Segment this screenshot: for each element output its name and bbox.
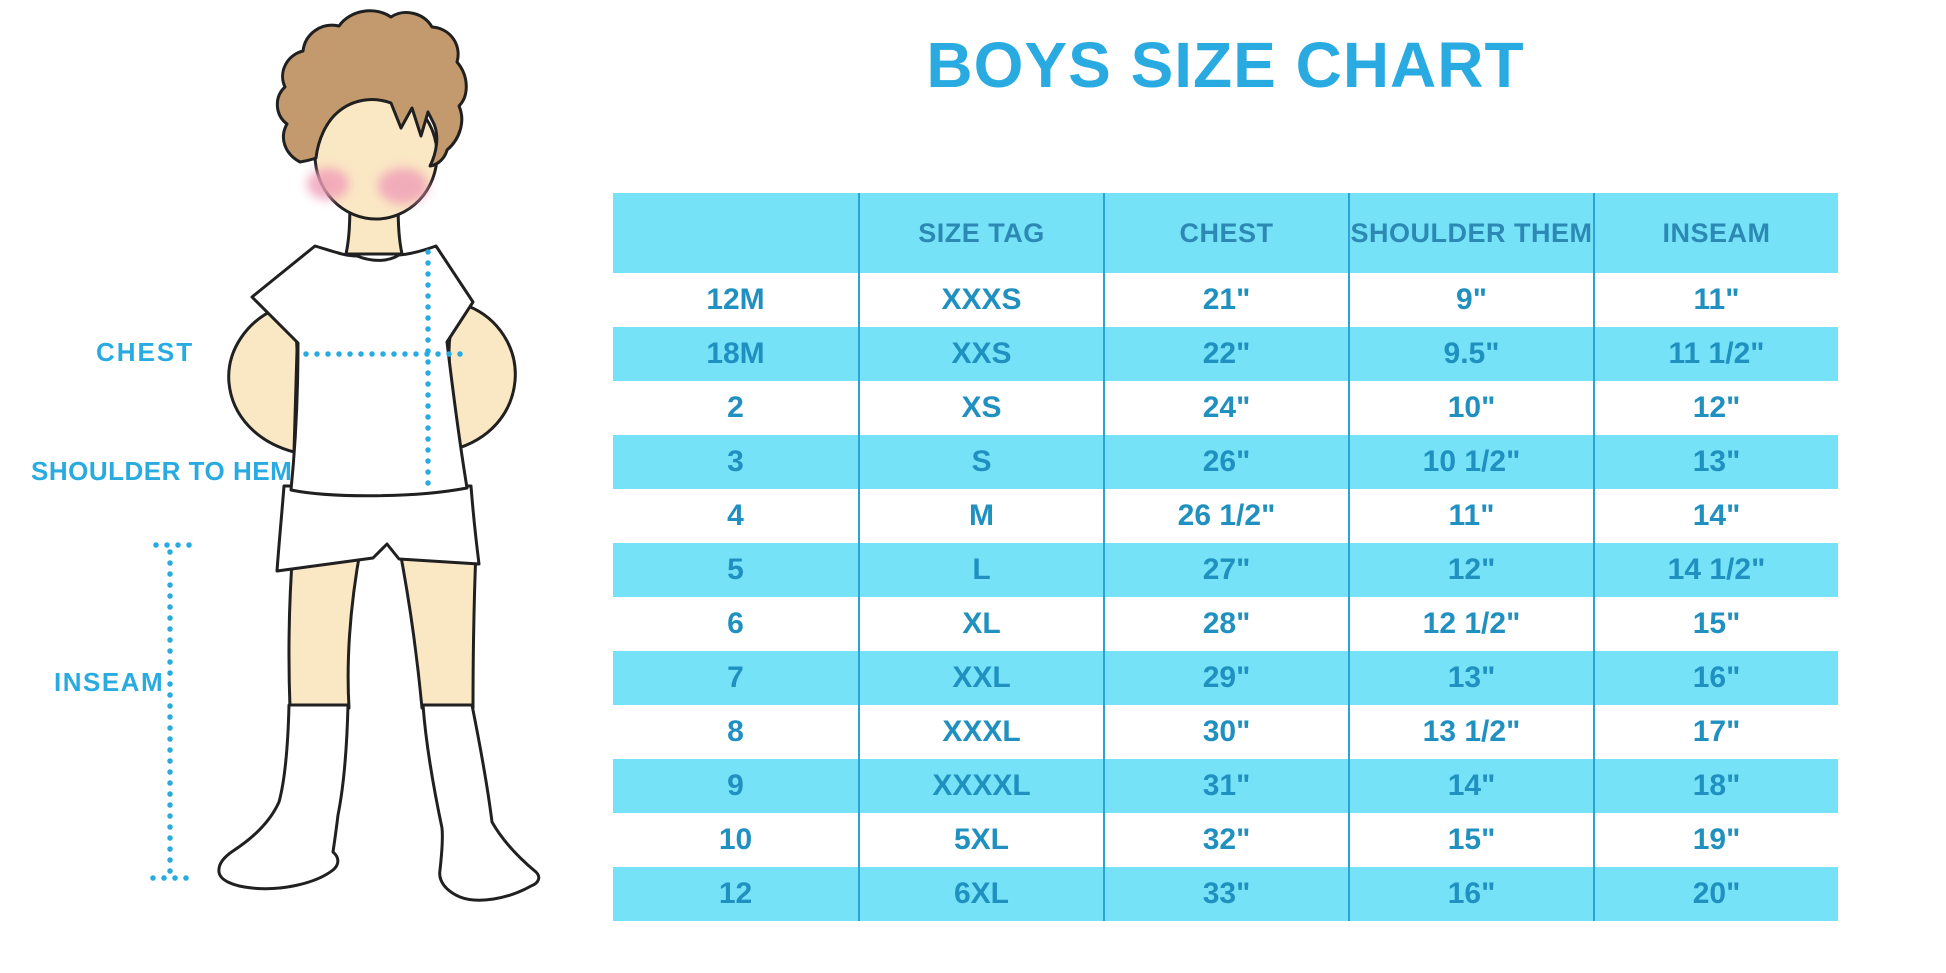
measurement-figure: CHEST SHOULDER TO HEM INSEAM: [0, 0, 560, 973]
table-cell: 9": [1348, 273, 1593, 327]
blush-left-cheek: [307, 168, 349, 200]
table-cell: XXXXL: [858, 759, 1103, 813]
table-cell: 11": [1348, 489, 1593, 543]
table-cell: 10: [718, 823, 753, 856]
table-cell: 9: [727, 769, 744, 802]
table-cell: 18M: [706, 337, 765, 370]
table-cell: 6: [727, 607, 744, 640]
table-row: 10 5XL 32" 15" 19": [613, 813, 1838, 867]
table-cell: 6XL: [858, 867, 1103, 921]
table-cell: XS: [858, 381, 1103, 435]
table-cell: L: [858, 543, 1103, 597]
table-cell: 9.5": [1348, 327, 1593, 381]
table-cell: 10": [1348, 381, 1593, 435]
header-cell: SHOULDER THEM: [1348, 193, 1593, 273]
table-cell: XXL: [858, 651, 1103, 705]
table-cell: 15": [1593, 597, 1838, 651]
table-cell: M: [858, 489, 1103, 543]
table-row: 6 XL 28" 12 1/2" 15": [613, 597, 1838, 651]
table-body: 12M XXXS 21" 9" 11" 18M XXS 22" 9.5" 11 1/2" 2 XS 24…: [613, 273, 1838, 921]
right-sock: [421, 703, 541, 902]
table-cell: 7: [727, 661, 744, 694]
left-sock: [217, 703, 350, 891]
table-row: 9 XXXXL 31" 14" 18": [613, 759, 1838, 813]
boy-illustration: [150, 9, 541, 902]
table-cell: 12": [1593, 381, 1838, 435]
header-cell: [613, 193, 858, 273]
inseam-label: INSEAM: [54, 667, 165, 697]
table-row: 12 6XL 33" 16" 20": [613, 867, 1838, 921]
table-row: 12M XXXS 21" 9" 11": [613, 273, 1838, 327]
table-cell: 27": [1103, 543, 1348, 597]
left-leg: [287, 544, 363, 710]
table-cell: 13 1/2": [1348, 705, 1593, 759]
table-cell: 31": [1103, 759, 1348, 813]
table-cell: 13": [1348, 651, 1593, 705]
table-cell: 18": [1593, 759, 1838, 813]
table-row: 4 M 26 1/2" 11" 14": [613, 489, 1838, 543]
shorts: [275, 484, 481, 573]
table-cell: XL: [858, 597, 1103, 651]
table-cell: 28": [1103, 597, 1348, 651]
table-cell: 4: [727, 499, 744, 532]
table-cell: 17": [1593, 705, 1838, 759]
table-cell: S: [858, 435, 1103, 489]
chest-label: CHEST: [96, 337, 195, 367]
table-cell: 5XL: [858, 813, 1103, 867]
page-title: BOYS SIZE CHART: [926, 29, 1525, 101]
table-cell: XXXS: [858, 273, 1103, 327]
table-cell: 33": [1103, 867, 1348, 921]
table-row: 5 L 27" 12" 14 1/2": [613, 543, 1838, 597]
t-shirt: [250, 244, 475, 498]
header-cell: INSEAM: [1593, 193, 1838, 273]
table-row: 18M XXS 22" 9.5" 11 1/2": [613, 327, 1838, 381]
table-cell: 22": [1103, 327, 1348, 381]
table-cell: 11": [1593, 273, 1838, 327]
table-row: 3 S 26" 10 1/2" 13": [613, 435, 1838, 489]
table-cell: 29": [1103, 651, 1348, 705]
table-cell: 24": [1103, 381, 1348, 435]
table-cell: 15": [1348, 813, 1593, 867]
table-header-row: SIZE TAG CHEST SHOULDER THEM INSEAM: [613, 193, 1838, 273]
shoulder-to-hem-label: SHOULDER TO HEM: [31, 456, 293, 486]
table-cell: XXXL: [858, 705, 1103, 759]
header-cell: SIZE TAG: [858, 193, 1103, 273]
table-cell: 12 1/2": [1348, 597, 1593, 651]
table-cell: 8: [727, 715, 744, 748]
table-cell: 2: [727, 391, 744, 424]
table-cell: 26": [1103, 435, 1348, 489]
table-row: 2 XS 24" 10" 12": [613, 381, 1838, 435]
right-leg: [397, 544, 478, 710]
table-cell: 14": [1593, 489, 1838, 543]
table-cell: 10 1/2": [1348, 435, 1593, 489]
table-cell: 32": [1103, 813, 1348, 867]
table-cell: 13": [1593, 435, 1838, 489]
table-cell: 30": [1103, 705, 1348, 759]
table-cell: 11 1/2": [1593, 327, 1838, 381]
table-cell: 20": [1593, 867, 1838, 921]
table-cell: 3: [727, 445, 744, 478]
table-cell: 19": [1593, 813, 1838, 867]
table-cell: 12": [1348, 543, 1593, 597]
table-cell: 14 1/2": [1593, 543, 1838, 597]
table-row: 8 XXXL 30" 13 1/2" 17": [613, 705, 1838, 759]
size-table: SIZE TAG CHEST SHOULDER THEM INSEAM 12M XXXS…: [613, 193, 1838, 921]
table-cell: 5: [727, 553, 744, 586]
table-cell: 21": [1103, 273, 1348, 327]
hair: [275, 9, 468, 168]
table-cell: 16": [1593, 651, 1838, 705]
table-cell: 26 1/2": [1103, 489, 1348, 543]
table-cell: 12M: [706, 283, 765, 316]
table-row: 7 XXL 29" 13" 16": [613, 651, 1838, 705]
table-cell: XXS: [858, 327, 1103, 381]
header-cell: CHEST: [1103, 193, 1348, 273]
table-cell: 12: [718, 877, 753, 910]
blush-right-cheek: [378, 168, 428, 204]
table-cell: 14": [1348, 759, 1593, 813]
table-cell: 16": [1348, 867, 1593, 921]
